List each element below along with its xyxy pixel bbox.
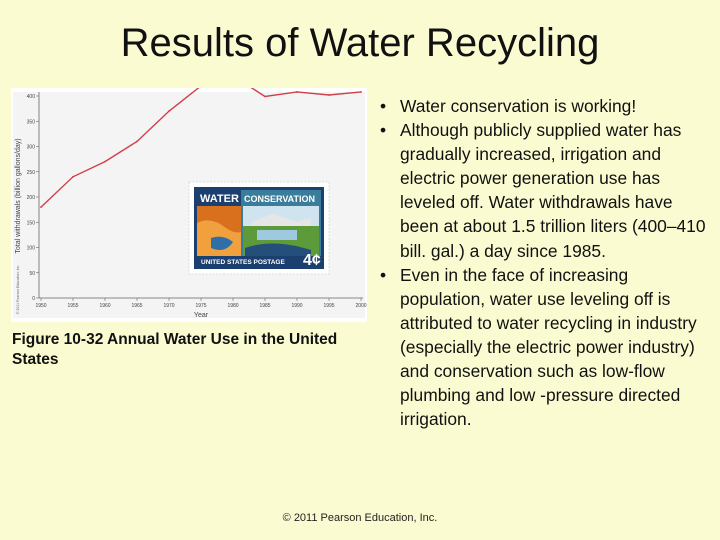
stamp-country-text: UNITED STATES POSTAGE — [201, 259, 285, 266]
x-tick-label: 1955 — [67, 303, 78, 309]
x-tick-label: 1960 — [99, 303, 110, 309]
x-tick-label: 1980 — [227, 303, 238, 309]
data-point — [40, 206, 42, 208]
y-tick-label: 150 — [27, 220, 36, 226]
x-tick-label: 1975 — [195, 303, 206, 309]
y-axis-label: Total withdrawals (billion gallons/day) — [15, 138, 22, 253]
bullet-item: • Even in the face of increasing populati… — [376, 263, 716, 432]
water-use-figure: 0 50 100 150 200 250 300 350 400 1950 1955 1960 196… — [11, 88, 367, 322]
x-tick-label: 1950 — [35, 303, 46, 309]
data-point — [296, 91, 298, 93]
bullet-marker: • — [380, 264, 387, 285]
data-point — [72, 175, 74, 178]
y-tick-label: 400 — [27, 94, 36, 100]
x-tick-label: 1990 — [291, 303, 302, 309]
y-tick-label: 200 — [27, 195, 36, 201]
copyright-footer: © 2011 Pearson Education, Inc. — [282, 512, 438, 524]
y-tick-label: 0 — [32, 296, 35, 302]
figure-caption: Figure 10-32 Annual Water Use in the Uni… — [12, 331, 338, 368]
x-tick-label: 1970 — [163, 303, 174, 309]
bullet-item: • Although publicly supplied water has gr… — [376, 118, 716, 263]
data-point — [264, 95, 266, 98]
figure-side-note: © 2011 Pearson Education, Inc. — [16, 265, 20, 314]
bullet-text: Although publicly supplied water has gra… — [400, 120, 706, 261]
x-tick-label: 1995 — [323, 303, 334, 309]
bullet-text: Water conservation is working! — [400, 96, 637, 116]
y-tick-label: 250 — [27, 170, 36, 176]
data-point — [328, 94, 330, 96]
bullet-text: Even in the face of increasing populatio… — [400, 264, 697, 430]
water-use-chart: 0 50 100 150 200 250 300 350 400 1950 1955 1960 196… — [13, 88, 367, 319]
y-tick-label: 300 — [27, 145, 36, 151]
slide-title: Results of Water Recycling — [120, 21, 600, 65]
water-withdrawals-line — [40, 88, 362, 208]
data-point — [136, 140, 138, 143]
x-tick-label: 1965 — [131, 303, 142, 309]
x-tick-label: 1985 — [259, 303, 270, 309]
water-conservation-stamp: WATER CONSERVATION UNITED STATES POSTAGE… — [188, 181, 330, 275]
y-tick-label: 350 — [27, 119, 36, 125]
bullet-marker: • — [380, 120, 387, 141]
bullet-list: • Water conservation is working! • Althoug… — [376, 94, 716, 431]
y-tick-label: 100 — [27, 246, 36, 252]
bullet-item: • Water conservation is working! — [376, 94, 716, 118]
stamp-word-conservation: CONSERVATION — [244, 194, 315, 204]
data-point — [360, 91, 362, 93]
data-point — [104, 160, 106, 163]
x-axis-label: Year — [194, 312, 209, 319]
x-tick-label: 2000 — [355, 303, 366, 309]
stamp-word-water: WATER — [200, 193, 239, 205]
y-tick-label: 50 — [29, 271, 35, 277]
data-point — [168, 110, 170, 113]
bullet-marker: • — [380, 96, 387, 116]
stamp-denomination: 4¢ — [303, 252, 321, 269]
